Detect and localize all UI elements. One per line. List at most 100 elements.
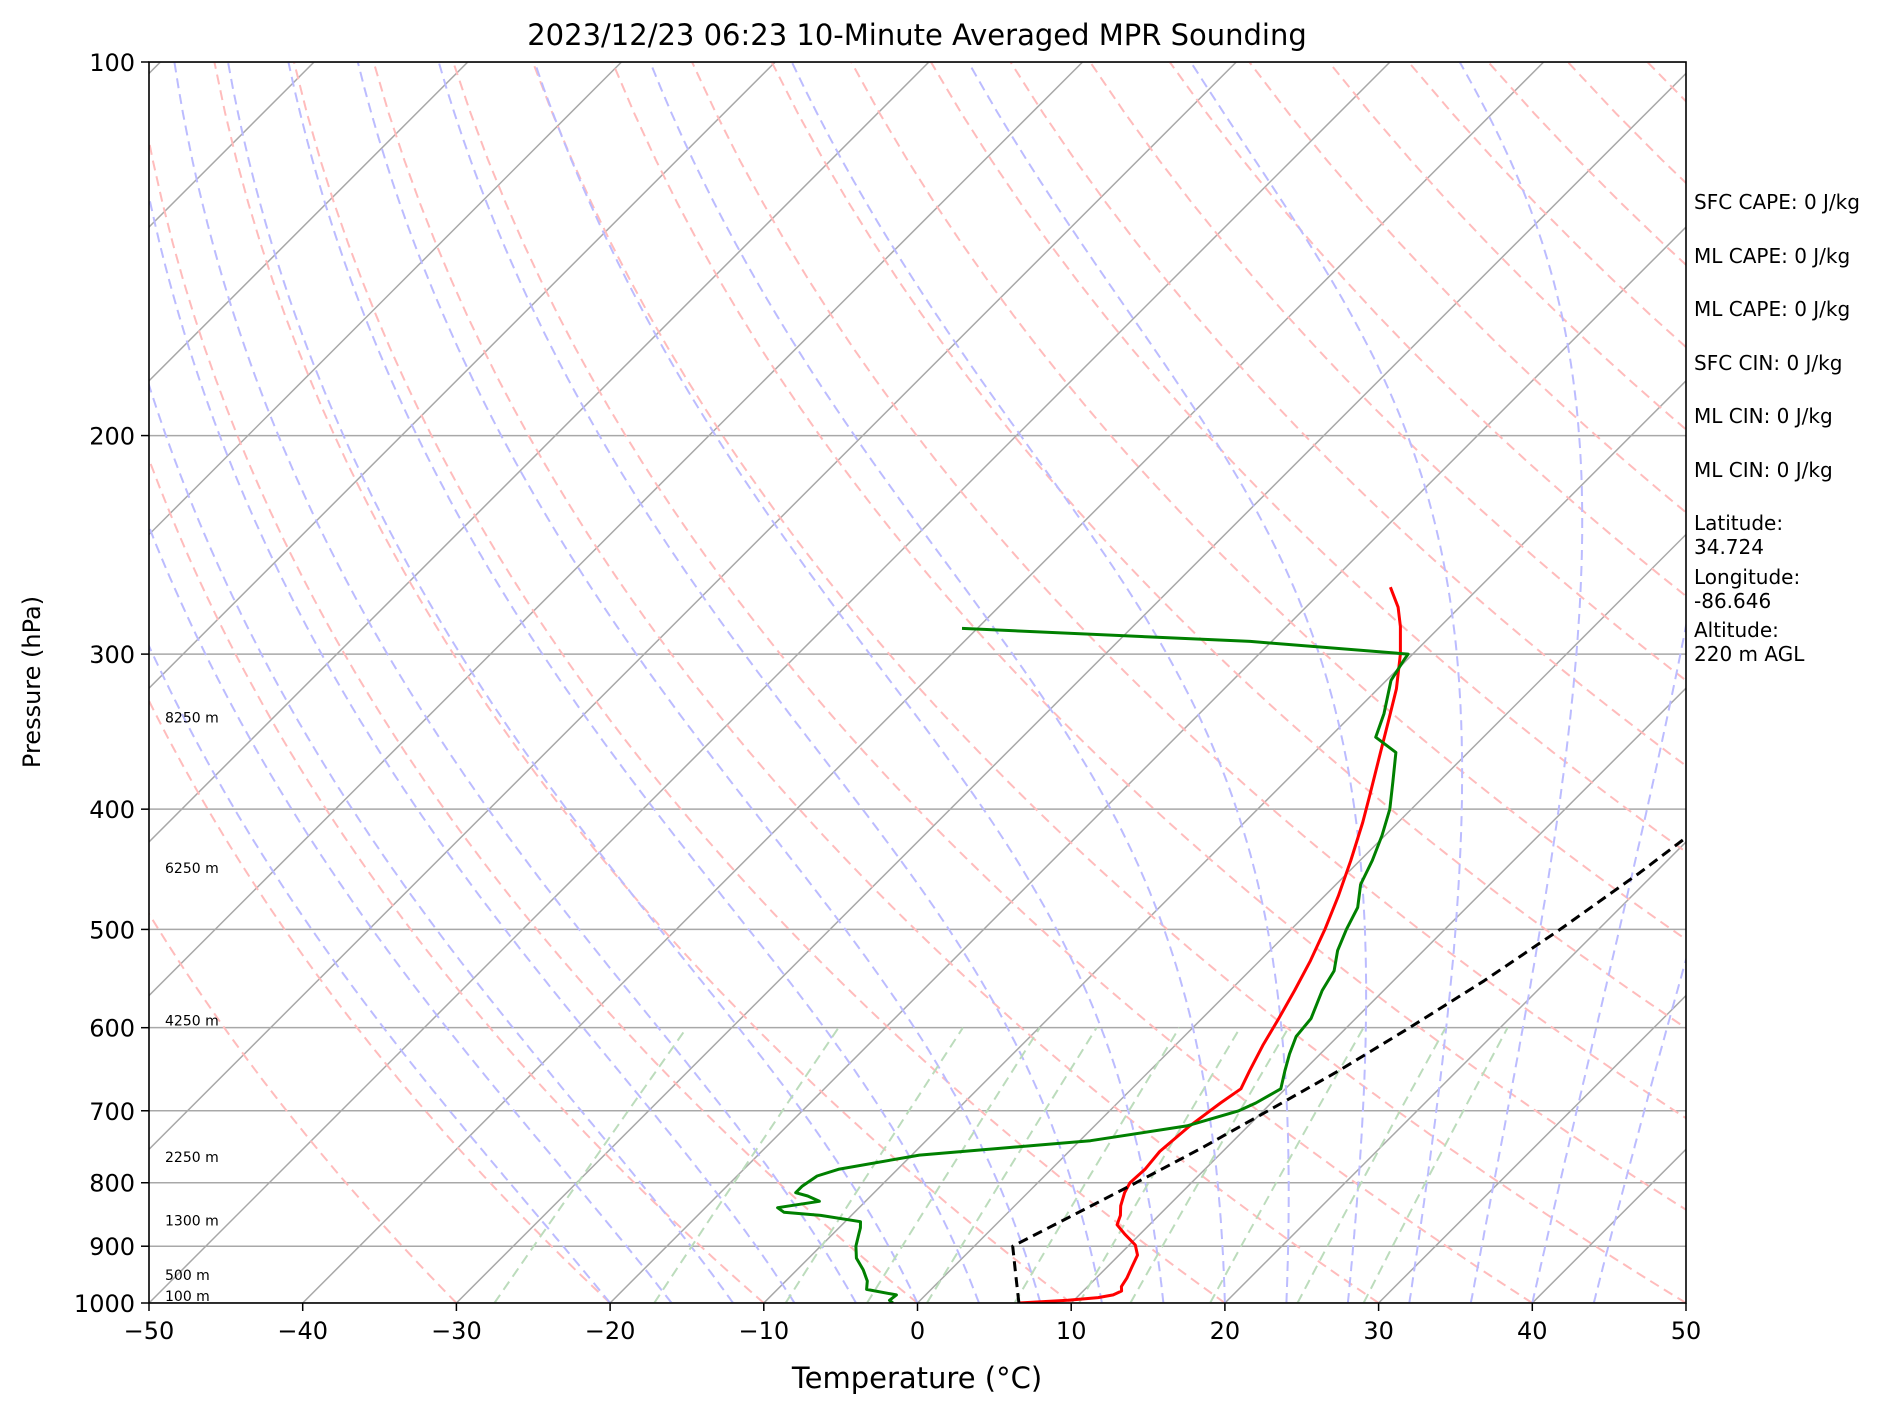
ml-cin-text: ML CIN: 0 J/kg <box>1694 404 1833 428</box>
dewpoint-trace <box>776 626 1410 1303</box>
dry-adiabat-line <box>1089 62 1686 682</box>
mixing-ratio-line <box>1013 1027 1181 1303</box>
mixing-ratio-line <box>493 1027 688 1303</box>
y-tick-label: 200 <box>89 423 135 451</box>
moist-adiabat-line <box>1531 620 1686 1303</box>
mixing-ratio-line <box>1209 1027 1365 1303</box>
isotherm-line <box>609 226 1686 1303</box>
ml-cape-text-2: ML CAPE: 0 J/kg <box>1694 297 1851 321</box>
y-tick-label: 600 <box>89 1015 135 1043</box>
isotherm-line <box>149 62 469 382</box>
height-label: 500 m <box>165 1268 210 1284</box>
sounding-info-panel: SFC CAPE: 0 J/kg ML CAPE: 0 J/kg ML CAPE… <box>1694 190 1884 672</box>
mixing-ratio-line <box>653 1027 840 1303</box>
moist-adiabat-line <box>790 62 1290 1303</box>
axis-ticks: −50 −40 −30 −20 −10 0 10 20 30 40 50 100 200 300 400 50… <box>74 49 1701 1345</box>
moist-adiabat-line <box>227 62 919 1303</box>
height-label: 4250 m <box>165 1014 219 1030</box>
y-axis-label: Pressure (hPa) <box>18 596 46 768</box>
dry-adiabat-line <box>611 62 1686 1211</box>
sfc-cin-text: SFC CIN: 0 J/kg <box>1694 350 1843 375</box>
isotherm-line <box>763 379 1686 1303</box>
isotherm-line <box>149 62 1391 1303</box>
x-tick-label: 30 <box>1363 1317 1394 1345</box>
height-label: 1300 m <box>165 1213 219 1229</box>
x-tick-label: 40 <box>1517 1317 1548 1345</box>
chart-title: 2023/12/23 06:23 10-Minute Averaged MPR … <box>527 18 1307 52</box>
isotherm-line <box>149 62 1237 1151</box>
height-labels: 100 m 500 m 1300 m 2250 m 4250 m 6250 m 8250 m <box>165 711 219 1305</box>
parcel-trace <box>1011 835 1686 1303</box>
dry-adiabat-line <box>293 62 1226 1303</box>
dry-adiabat-line <box>372 62 1380 1303</box>
moist-adiabat-line <box>1189 62 1464 1303</box>
moist-adiabat-line <box>149 524 673 1303</box>
dry-adiabat-line <box>691 62 1686 1120</box>
moist-adiabat-line <box>149 192 796 1303</box>
mixing-ratio-line <box>926 1027 1098 1303</box>
temperature-trace <box>1018 586 1402 1303</box>
moist-adiabat-line <box>173 62 857 1303</box>
sfc-cape-text: SFC CAPE: 0 J/kg <box>1694 190 1860 214</box>
x-tick-label: 10 <box>1056 1317 1087 1345</box>
isotherm-line <box>1224 840 1686 1303</box>
dry-adiabat-line <box>452 62 1533 1303</box>
isotherm-line <box>1378 994 1686 1303</box>
y-tick-label: 900 <box>89 1233 135 1261</box>
background-lines <box>0 62 1686 1303</box>
plot-frame <box>148 61 1687 1304</box>
height-label: 2250 m <box>165 1150 219 1166</box>
x-axis-label: Temperature (°C) <box>791 1361 1042 1395</box>
y-tick-label: 800 <box>89 1170 135 1198</box>
x-tick-label: −30 <box>431 1317 482 1345</box>
x-tick-label: −50 <box>124 1317 175 1345</box>
dry-adiabat-line <box>1009 62 1686 768</box>
isotherm-line <box>0 62 7 1303</box>
isotherm-line <box>302 62 1545 1303</box>
moist-adiabat-line <box>1458 62 1584 1303</box>
moist-adiabat-line <box>149 643 611 1303</box>
latitude-text: Latitude: 34.724 <box>1694 511 1784 559</box>
y-tick-label: 1000 <box>74 1290 135 1318</box>
moist-adiabat-line <box>437 62 1103 1303</box>
mixing-ratio-line <box>1362 1027 1509 1303</box>
x-tick-label: −10 <box>738 1317 789 1345</box>
moist-adiabat-line <box>356 62 1042 1303</box>
y-tick-label: 100 <box>89 49 135 77</box>
ml-cin-text-2: ML CIN: 0 J/kg <box>1694 457 1833 482</box>
mixing-ratio-line <box>866 1027 1041 1303</box>
longitude-text: Longitude: -86.646 <box>1694 564 1801 613</box>
moist-adiabat-line <box>149 381 734 1303</box>
dry-adiabat-line <box>149 456 765 1303</box>
dry-adiabat-line <box>149 698 611 1303</box>
moist-adiabat-line <box>649 62 1226 1303</box>
isotherm-line <box>1070 687 1686 1303</box>
ml-cape-text: ML CAPE: 0 J/kg <box>1694 243 1851 268</box>
y-tick-label: 500 <box>89 916 135 944</box>
x-tick-label: 20 <box>1210 1317 1241 1345</box>
isotherm-line <box>149 62 776 690</box>
y-tick-label: 300 <box>89 641 135 669</box>
dry-adiabat-line <box>531 62 1686 1303</box>
isotherm-line <box>149 62 623 536</box>
isotherm-line <box>149 62 930 843</box>
isotherm-line <box>149 62 1084 997</box>
moist-adiabat-line <box>287 62 980 1303</box>
y-tick-label: 400 <box>89 796 135 824</box>
altitude-text: Altitude: 220 m AGL <box>1694 618 1805 666</box>
moist-adiabat-line <box>967 62 1368 1303</box>
y-tick-label: 700 <box>89 1098 135 1126</box>
x-tick-label: 50 <box>1671 1317 1702 1345</box>
mixing-ratio-line <box>784 1027 964 1303</box>
moist-adiabat-line <box>533 62 1165 1303</box>
height-label: 6250 m <box>165 861 219 877</box>
x-tick-label: −40 <box>277 1317 328 1345</box>
mixing-ratio-line <box>1296 1027 1447 1303</box>
dry-adiabat-line <box>850 62 1686 941</box>
height-label: 100 m <box>165 1289 210 1305</box>
isotherm-line <box>149 62 315 229</box>
x-tick-label: 0 <box>910 1317 925 1345</box>
dry-adiabat-line <box>213 62 1072 1303</box>
isotherm-line <box>455 72 1686 1303</box>
